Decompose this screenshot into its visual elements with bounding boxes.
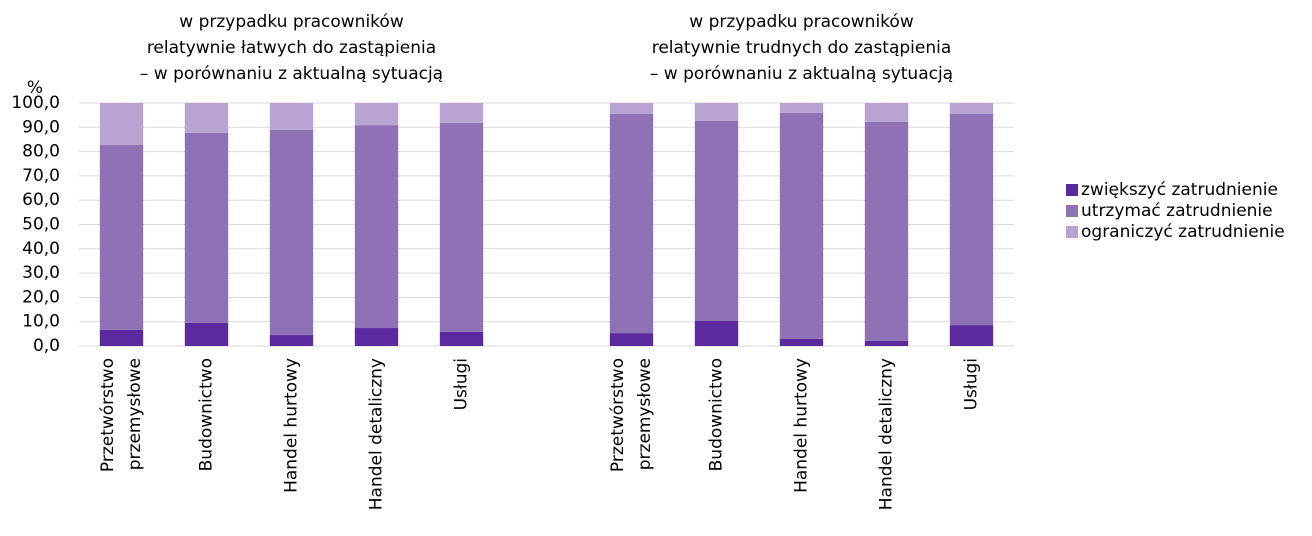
y-tick-label: 70,0 xyxy=(22,166,60,186)
bar-segment xyxy=(609,103,654,114)
y-axis-label: % xyxy=(27,78,43,98)
x-tick-label: Handel detaliczny xyxy=(367,358,387,510)
group-title: w przypadku pracowników xyxy=(179,12,404,32)
bar-segment xyxy=(354,328,399,346)
y-tick-label: 90,0 xyxy=(22,117,60,137)
bar-segment xyxy=(779,338,824,346)
x-tick-label: przemysłowe xyxy=(635,358,655,470)
group-title: – w porównaniu z aktualną sytuacją xyxy=(140,64,443,84)
bar-segment xyxy=(609,333,654,346)
bar-segment xyxy=(949,113,994,326)
x-tick-label: Handel hurtowy xyxy=(792,358,812,493)
bar-segment xyxy=(269,103,314,130)
bar-segment xyxy=(184,103,229,133)
x-tick-label: przemysłowe xyxy=(125,358,145,470)
bar-segment xyxy=(949,325,994,346)
legend-label: utrzymać zatrudnienie xyxy=(1081,201,1273,221)
bar-segment xyxy=(864,340,909,346)
x-tick-label: Budownictwo xyxy=(197,358,217,471)
bar-segment xyxy=(439,103,484,123)
bar-segment xyxy=(864,121,909,341)
bar-segment xyxy=(694,120,739,321)
bar-segment xyxy=(184,132,229,323)
group-title: w przypadku pracowników xyxy=(689,12,914,32)
y-tick-label: 50,0 xyxy=(22,215,60,235)
bar-segment xyxy=(694,320,739,346)
y-tick-label: 30,0 xyxy=(22,263,60,283)
bar-segment xyxy=(779,112,824,339)
y-tick-label: 40,0 xyxy=(22,239,60,259)
x-tick-label: Przetwórstwo xyxy=(608,358,628,472)
legend-swatch xyxy=(1066,184,1078,196)
x-tick-label: Usługi xyxy=(962,358,982,410)
x-tick-label: Przetwórstwo xyxy=(98,358,118,472)
bar-segment xyxy=(269,129,314,336)
y-tick-label: 100,0 xyxy=(11,93,60,113)
bar-segment xyxy=(864,103,909,122)
bar-segment xyxy=(99,103,144,146)
legend-label: ograniczyć zatrudnienie xyxy=(1081,222,1285,242)
bar-segment xyxy=(949,103,994,114)
y-tick-label: 80,0 xyxy=(22,142,60,162)
x-tick-label: Usługi xyxy=(452,358,472,410)
bar-segment xyxy=(354,125,399,329)
bar-segment xyxy=(779,103,824,113)
legend-swatch xyxy=(1066,205,1078,217)
y-tick-label: 60,0 xyxy=(22,190,60,210)
group-title: relatywnie łatwych do zastąpienia xyxy=(147,38,436,58)
bar-segment xyxy=(99,145,144,330)
x-tick-label: Budownictwo xyxy=(707,358,727,471)
legend-swatch xyxy=(1066,226,1078,238)
y-tick-label: 20,0 xyxy=(22,287,60,307)
bar-segment xyxy=(99,329,144,346)
group-title: relatywnie trudnych do zastąpienia xyxy=(652,38,952,58)
bar-segment xyxy=(269,335,314,346)
bar-segment xyxy=(354,103,399,126)
x-tick-label: Handel detaliczny xyxy=(877,358,897,510)
legend-label: zwiększyć zatrudnienie xyxy=(1081,180,1278,200)
bar-segment xyxy=(184,322,229,346)
y-tick-label: 10,0 xyxy=(22,312,60,332)
y-tick-label: 0,0 xyxy=(33,336,60,356)
bar-segment xyxy=(694,103,739,121)
bar-segment xyxy=(609,113,654,334)
x-tick-label: Handel hurtowy xyxy=(282,358,302,493)
group-title: – w porównaniu z aktualną sytuacją xyxy=(650,64,953,84)
bar-segment xyxy=(439,331,484,346)
bar-segment xyxy=(439,122,484,332)
